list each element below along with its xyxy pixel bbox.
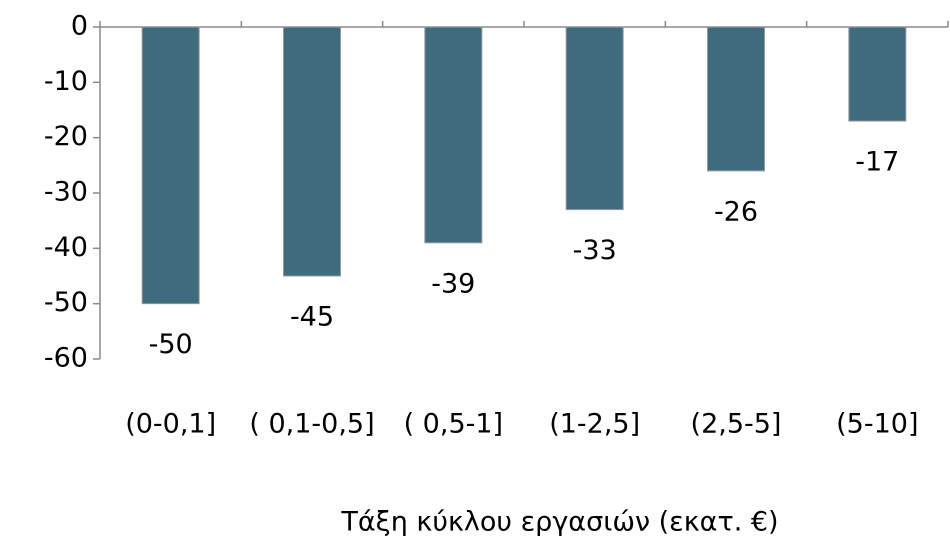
- y-tick-label: -30: [44, 177, 88, 208]
- x-axis-title: Τάξη κύκλου εργασιών (εκατ. €): [340, 507, 778, 538]
- bar: [424, 26, 483, 244]
- bar: [848, 26, 907, 122]
- data-label: -33: [573, 235, 617, 266]
- y-tick-label: -10: [44, 66, 88, 97]
- data-label: -45: [290, 302, 334, 333]
- data-label: -26: [714, 196, 758, 227]
- y-tick-label: -20: [44, 121, 88, 152]
- y-tick-label: -50: [44, 287, 88, 318]
- bar: [283, 26, 341, 277]
- y-tick-label: -60: [44, 343, 88, 374]
- bar: [565, 26, 624, 211]
- bar: [707, 26, 765, 172]
- bar: [141, 26, 200, 305]
- x-tick-label: (2,5-5]: [691, 409, 782, 440]
- x-tick-label: ( 0,1-0,5]: [249, 409, 374, 440]
- x-tick-label: (0-0,1]: [125, 409, 216, 440]
- y-tick-label: -40: [44, 232, 88, 263]
- x-tick-label: ( 0,5-1]: [404, 409, 504, 440]
- data-label: -50: [149, 329, 193, 360]
- y-tick-label: 0: [71, 11, 88, 42]
- x-tick-label: (1-2,5]: [549, 409, 640, 440]
- data-label: -39: [431, 268, 475, 299]
- data-label: -17: [855, 147, 899, 178]
- x-tick-label: (5-10]: [836, 409, 918, 440]
